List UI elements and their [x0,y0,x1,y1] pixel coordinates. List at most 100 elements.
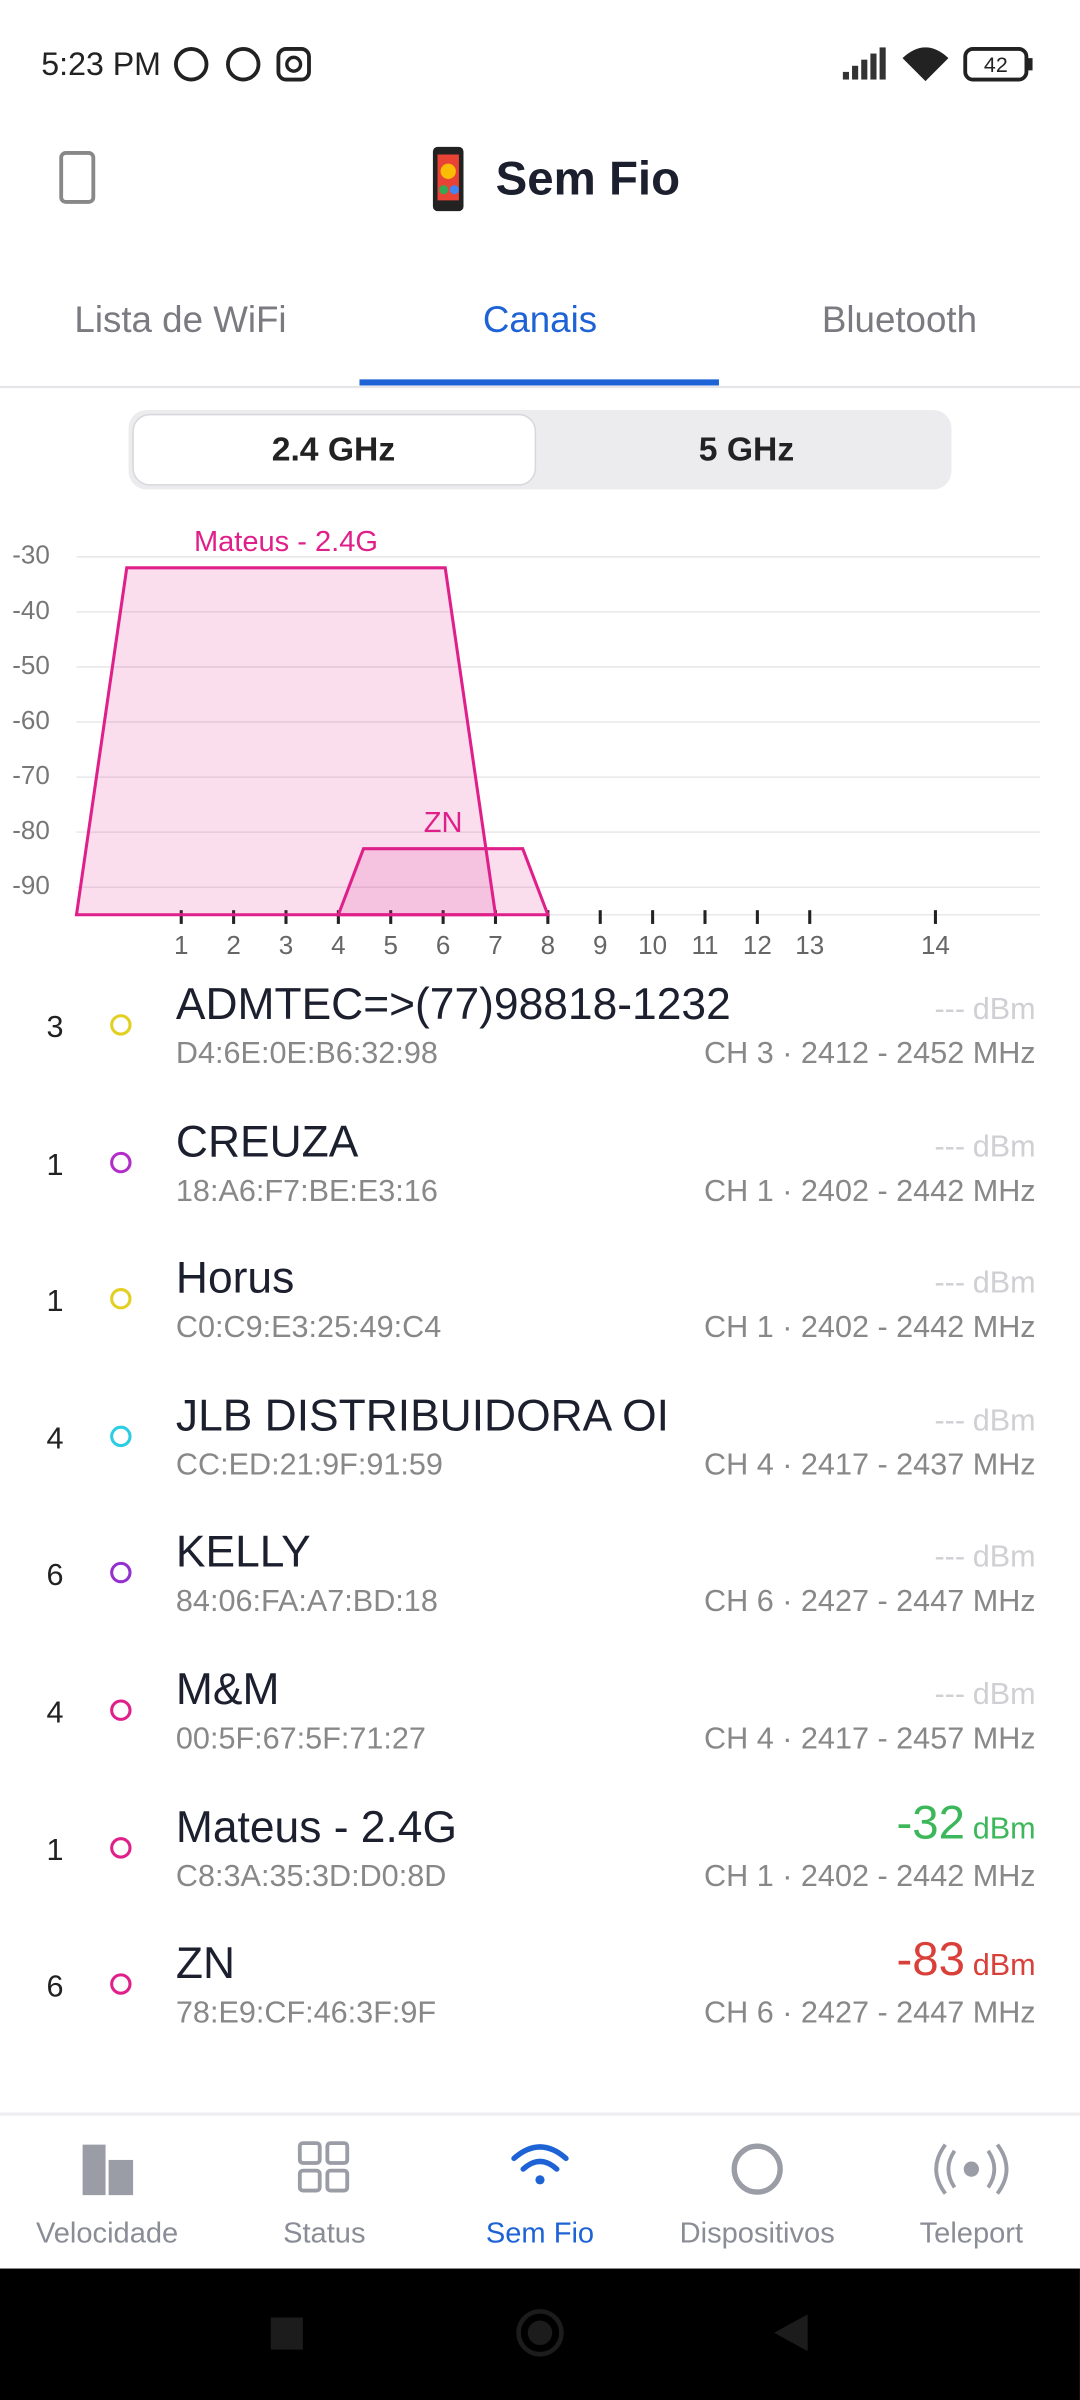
channel-number: 1 [46,1833,64,1868]
network-band: CH 1 · 2402 - 2442 MHz [704,1311,1036,1345]
network-name[interactable]: KELLY [175,1528,311,1578]
network-mac: 84:06:FA:A7:BD:18 [175,1585,438,1620]
signal: --- dBm [934,994,1035,1025]
y-tick-label: -80 [12,815,50,845]
nav-item[interactable]: Sem Fio [485,2218,595,2251]
x-tick-label: 14 [921,930,950,960]
signal: --- dBm [934,1680,1035,1711]
signal-unit: dBm [972,992,1036,1027]
signal-value: --- [934,1403,966,1438]
signal: --- dBm [934,1543,1035,1574]
channel-number: 3 [46,1011,64,1045]
network-name[interactable]: ADMTEC=>(77)98818-1232 [175,980,731,1030]
x-tick-label: 9 [593,930,607,960]
band-toggle[interactable]: 2.4 GHz [271,429,396,469]
network-name[interactable]: ZN [175,1939,236,1989]
x-tick-label: 6 [436,930,450,960]
y-tick-label: -40 [12,595,50,625]
signal-unit: dBm [972,1403,1036,1438]
y-tick-label: -70 [12,760,50,790]
network-name[interactable]: M&M [175,1665,280,1715]
signal: -83 dBm [896,1935,1035,1982]
signal: -32 dBm [896,1798,1035,1845]
signal-value: --- [934,1678,966,1712]
x-tick-label: 12 [743,930,772,960]
channel-dot [110,1425,132,1447]
tab[interactable]: Bluetooth [821,299,978,342]
x-tick-label: 1 [174,930,188,960]
channel-dot [110,1836,132,1858]
x-tick-label: 7 [488,930,502,960]
channel-dot [110,1151,132,1173]
signal-value: --- [934,1129,966,1164]
x-tick-label: 11 [691,930,718,960]
channel-dot [110,1973,132,1996]
channel-number: 4 [46,1422,64,1456]
network-mac: C0:C9:E3:25:49:C4 [175,1311,442,1345]
signal-value: --- [934,992,966,1027]
signal: --- dBm [934,1268,1035,1299]
signal-unit: dBm [972,1129,1036,1164]
y-tick-label: -30 [12,540,50,570]
x-tick-label: 10 [638,930,667,960]
channel-area [336,847,551,917]
battery-level: 42 [983,52,1008,77]
nav-item[interactable]: Velocidade [35,2218,179,2251]
channel-number: 4 [46,1696,64,1731]
channel-number: 6 [46,1970,64,2005]
tab[interactable]: Canais [482,299,598,342]
network-band: CH 6 · 2427 - 2447 MHz [704,1996,1036,2031]
network-name[interactable]: JLB DISTRIBUIDORA OI [175,1391,669,1441]
signal: --- dBm [934,1405,1035,1436]
band-toggle[interactable]: 5 GHz [698,429,795,469]
channel-number: 1 [46,1285,64,1319]
header-title: Sem Fio [495,151,681,205]
status-time: 5:23 PM [41,47,161,83]
channel-dot [110,1288,132,1310]
nav-item[interactable]: Dispositivos [679,2218,835,2251]
y-tick-label: -50 [12,650,50,680]
signal-unit: dBm [972,1541,1036,1575]
y-tick-label: -60 [12,705,50,735]
channel-label: Mateus - 2.4G [194,526,378,558]
channel-label: ZN [424,807,463,839]
x-tick-label: 3 [279,930,293,960]
x-tick-label: 8 [541,930,555,960]
signal-value: --- [934,1266,966,1301]
network-name[interactable]: CREUZA [175,1117,359,1167]
signal-value: --- [934,1541,966,1575]
tab[interactable]: Lista de WiFi [74,299,287,342]
channel-dot [110,1699,132,1721]
network-mac: D4:6E:0E:B6:32:98 [175,1037,438,1071]
signal-unit: dBm [972,1812,1036,1846]
channel-dot [110,1014,132,1036]
network-name[interactable]: Horus [175,1254,295,1304]
channel-number: 1 [46,1148,64,1182]
network-band: CH 4 · 2417 - 2437 MHz [704,1448,1036,1482]
x-tick-label: 5 [384,930,398,960]
network-band: CH 3 · 2412 - 2452 MHz [704,1037,1036,1071]
signal-unit: dBm [972,1678,1036,1712]
network-band: CH 1 · 2402 - 2442 MHz [704,1859,1036,1894]
network-mac: 78:E9:CF:46:3F:9F [175,1996,437,2031]
x-tick-label: 2 [226,930,240,960]
channel-dot [110,1562,132,1584]
channel-chart: -30-40-50-60-70-80-901 2 3 4 5 6 7 8 9 10 11 12 13 14… [12,526,1041,960]
signal-value: -32 [896,1795,966,1849]
signal: --- dBm [934,1131,1035,1162]
network-mac: 18:A6:F7:BE:E3:16 [175,1174,438,1208]
network-mac: C8:3A:35:3D:D0:8D [175,1859,447,1894]
x-tick-label: 13 [795,930,824,960]
signal-unit: dBm [972,1266,1036,1301]
channel-number: 6 [46,1559,64,1594]
y-tick-label: -90 [12,870,50,900]
nav-item[interactable]: Teleport [919,2218,1024,2251]
network-mac: CC:ED:21:9F:91:59 [175,1448,443,1482]
nav-item[interactable]: Status [283,2218,366,2251]
signal-value: -83 [896,1932,966,1986]
network-mac: 00:5F:67:5F:71:27 [175,1722,426,1757]
network-name[interactable]: Mateus - 2.4G [175,1802,457,1852]
